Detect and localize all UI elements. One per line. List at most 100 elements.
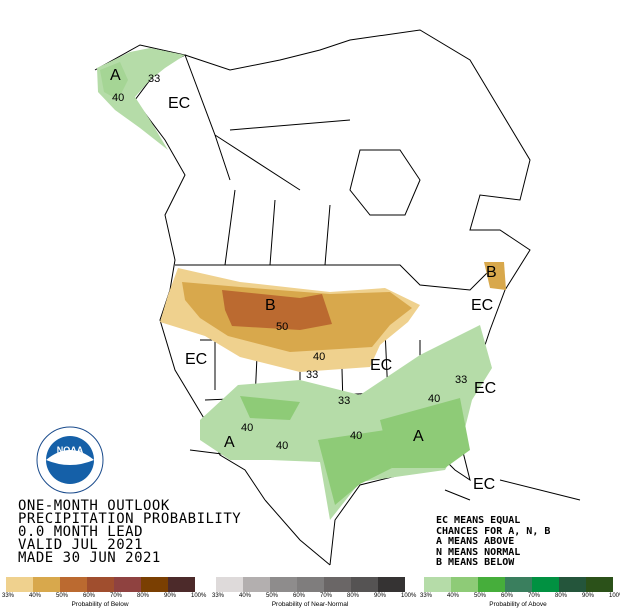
legend-below-caption: Probability of Below [71, 601, 129, 608]
hudson-bay [349, 149, 421, 216]
legend-tick: 60% [293, 593, 306, 599]
label-50: 50 [276, 321, 288, 333]
legend-below-colorbar [6, 577, 195, 592]
label-33: 33 [455, 374, 467, 386]
legend-swatch [586, 577, 613, 592]
label-ec: EC [168, 95, 190, 112]
label-above: A [224, 434, 235, 451]
label-40: 40 [313, 351, 325, 363]
contour-labels: A 40 33 EC B 50 40 33 EC EC B EC EC EC 3… [110, 67, 497, 493]
legend-tick: 40% [447, 593, 460, 599]
legend-tick: 80% [137, 593, 150, 599]
label-33: 33 [148, 73, 160, 85]
legend-tick: 90% [164, 593, 177, 599]
legend-tick: 50% [266, 593, 279, 599]
key-line: CHANCES FOR A, N, B [436, 525, 551, 537]
key-line: A MEANS ABOVE [436, 536, 515, 547]
legend-near-normal-colorbar [216, 577, 405, 592]
above-normal-region [200, 325, 492, 520]
label-40: 40 [112, 92, 124, 104]
legend-tick: 100% [191, 593, 207, 599]
legend-tick: 90% [582, 593, 595, 599]
legend-swatch [168, 577, 195, 592]
label-below: B [486, 264, 497, 281]
legend-swatch [451, 577, 478, 592]
label-ec: EC [185, 351, 207, 368]
logo-text: NOAA [57, 445, 84, 455]
legend-swatch [243, 577, 270, 592]
key-line: B MEANS BELOW [436, 557, 515, 568]
legend-tick: 80% [555, 593, 568, 599]
legend-above-caption: Probability of Above [489, 601, 547, 608]
legend-near-normal-caption: Probability of Near-Normal [271, 601, 349, 608]
label-33: 33 [306, 369, 318, 381]
ak-border [184, 54, 231, 181]
legend-tick: 33% [420, 593, 433, 599]
label-ec: EC [370, 357, 392, 374]
province-lines [214, 119, 351, 266]
mexico-coast [264, 479, 581, 566]
label-above: A [413, 428, 424, 445]
below-normal-region [160, 262, 506, 372]
title-line: 0.0 MONTH LEAD [18, 524, 144, 540]
legend-swatch [33, 577, 60, 592]
label-ec: EC [474, 380, 496, 397]
legend-below-ticks: 33% 40% 50% 60% 70% 80% 90% 100% [2, 593, 209, 600]
label-ec: EC [471, 297, 493, 314]
outlook-title: ONE-MONTH OUTLOOK PRECIPITATION PROBABILI… [18, 498, 242, 566]
legend-tick: 50% [56, 593, 69, 599]
legend-tick: 70% [320, 593, 333, 599]
label-below: B [265, 297, 276, 314]
noaa-logo: NOAA [36, 426, 104, 494]
legend-tick: 100% [401, 593, 417, 599]
legend-tick: 80% [347, 593, 360, 599]
label-40: 40 [276, 440, 288, 452]
title-line: ONE-MONTH OUTLOOK [18, 498, 170, 514]
legend-tick: 60% [83, 593, 96, 599]
title-line: MADE 30 JUN 2021 [18, 550, 161, 566]
legend-tick: 33% [212, 593, 225, 599]
legend-swatch [505, 577, 532, 592]
legend-swatch [270, 577, 297, 592]
legend-tick: 60% [501, 593, 514, 599]
legend-above-colorbar [424, 577, 613, 592]
legend-swatch [6, 577, 33, 592]
legend-tick: 40% [239, 593, 252, 599]
legend-swatch [114, 577, 141, 592]
legend-swatch [559, 577, 586, 592]
legend-tick: 33% [2, 593, 15, 599]
legend-near-normal-ticks: 33% 40% 50% 60% 70% 80% 90% 100% [212, 593, 419, 600]
legend-swatch [478, 577, 505, 592]
legend-tick: 40% [29, 593, 42, 599]
legend-tick: 100% [609, 593, 620, 599]
legend-swatch [378, 577, 405, 592]
label-alaska-above: A [110, 67, 121, 84]
title-line: PRECIPITATION PROBABILITY [18, 511, 242, 527]
legend-swatch [216, 577, 243, 592]
legend-tick: 70% [110, 593, 123, 599]
label-40: 40 [241, 422, 253, 434]
legend-tick: 90% [374, 593, 387, 599]
title-line: VALID JUL 2021 [18, 537, 144, 553]
label-40: 40 [428, 393, 440, 405]
alaska-above [97, 48, 185, 150]
label-33: 33 [338, 395, 350, 407]
legend-swatch [324, 577, 351, 592]
legend-swatch [297, 577, 324, 592]
label-40: 40 [350, 430, 362, 442]
legend-swatch [351, 577, 378, 592]
label-ec: EC [473, 476, 495, 493]
legend-swatch [60, 577, 87, 592]
legend-tick: 70% [528, 593, 541, 599]
key-line: EC MEANS EQUAL [436, 515, 521, 526]
legend-tick: 50% [474, 593, 487, 599]
legend-above-ticks: 33% 40% 50% 60% 70% 80% 90% 100% [420, 593, 620, 600]
legend-swatch [87, 577, 114, 592]
legend-swatch [424, 577, 451, 592]
legend-swatch [532, 577, 559, 592]
legend-swatch [141, 577, 168, 592]
key-line: N MEANS NORMAL [436, 546, 521, 558]
